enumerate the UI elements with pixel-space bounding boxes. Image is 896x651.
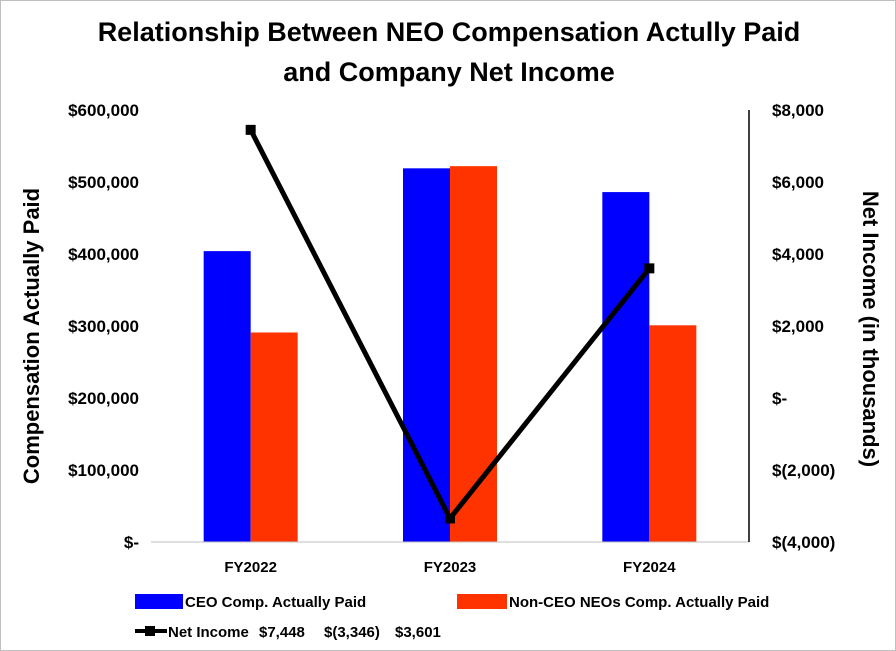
right-tick-label: $- bbox=[772, 389, 787, 408]
category-label: FY2023 bbox=[424, 559, 477, 576]
category-label: FY2022 bbox=[224, 559, 277, 576]
left-tick-label: $600,000 bbox=[68, 101, 139, 120]
ceo-comp-bar bbox=[602, 192, 650, 542]
legend-ceo-swatch bbox=[135, 594, 183, 609]
legend-net-income-value-fy2023: $(3,346) bbox=[324, 624, 380, 641]
left-tick-label: $200,000 bbox=[68, 389, 139, 408]
right-tick-label: $4,000 bbox=[772, 245, 824, 264]
chart-title-line-1: Relationship Between NEO Compensation Ac… bbox=[98, 17, 801, 47]
ceo-comp-bar bbox=[203, 251, 251, 542]
right-axis-label: Net Income (in thousands) bbox=[858, 191, 883, 467]
legend-non-ceo-label: Non-CEO NEOs Comp. Actually Paid bbox=[509, 594, 769, 611]
chart-title-line-2: and Company Net Income bbox=[283, 57, 615, 87]
legend-net-income-value-fy2024: $3,601 bbox=[395, 624, 441, 641]
legend-net-income-value-fy2022: $7,448 bbox=[259, 624, 305, 641]
left-tick-label: $300,000 bbox=[68, 317, 139, 336]
left-tick-label: $500,000 bbox=[68, 173, 139, 192]
legend-non-ceo-swatch bbox=[457, 594, 507, 609]
left-axis-label: Compensation Actually Paid bbox=[19, 188, 44, 484]
left-tick-label: $- bbox=[124, 533, 139, 552]
category-label: FY2024 bbox=[623, 559, 676, 576]
right-tick-label: $6,000 bbox=[772, 173, 824, 192]
left-tick-label: $400,000 bbox=[68, 245, 139, 264]
right-tick-label: $2,000 bbox=[772, 317, 824, 336]
net-income-point bbox=[245, 124, 256, 135]
non-ceo-comp-bar bbox=[250, 332, 298, 542]
legend-ceo-label: CEO Comp. Actually Paid bbox=[185, 594, 366, 611]
right-tick-label: $8,000 bbox=[772, 101, 824, 120]
net-income-point bbox=[445, 513, 455, 524]
non-ceo-comp-bar bbox=[450, 166, 497, 542]
non-ceo-comp-bar bbox=[649, 325, 697, 542]
right-tick-label: $(2,000) bbox=[772, 461, 835, 480]
legend-net-income-marker bbox=[145, 626, 155, 636]
legend-net-income-label: Net Income bbox=[168, 624, 249, 641]
left-tick-label: $100,000 bbox=[68, 461, 139, 480]
ceo-comp-bar bbox=[403, 168, 450, 542]
right-tick-label: $(4,000) bbox=[772, 533, 835, 552]
net-income-point bbox=[644, 263, 655, 274]
